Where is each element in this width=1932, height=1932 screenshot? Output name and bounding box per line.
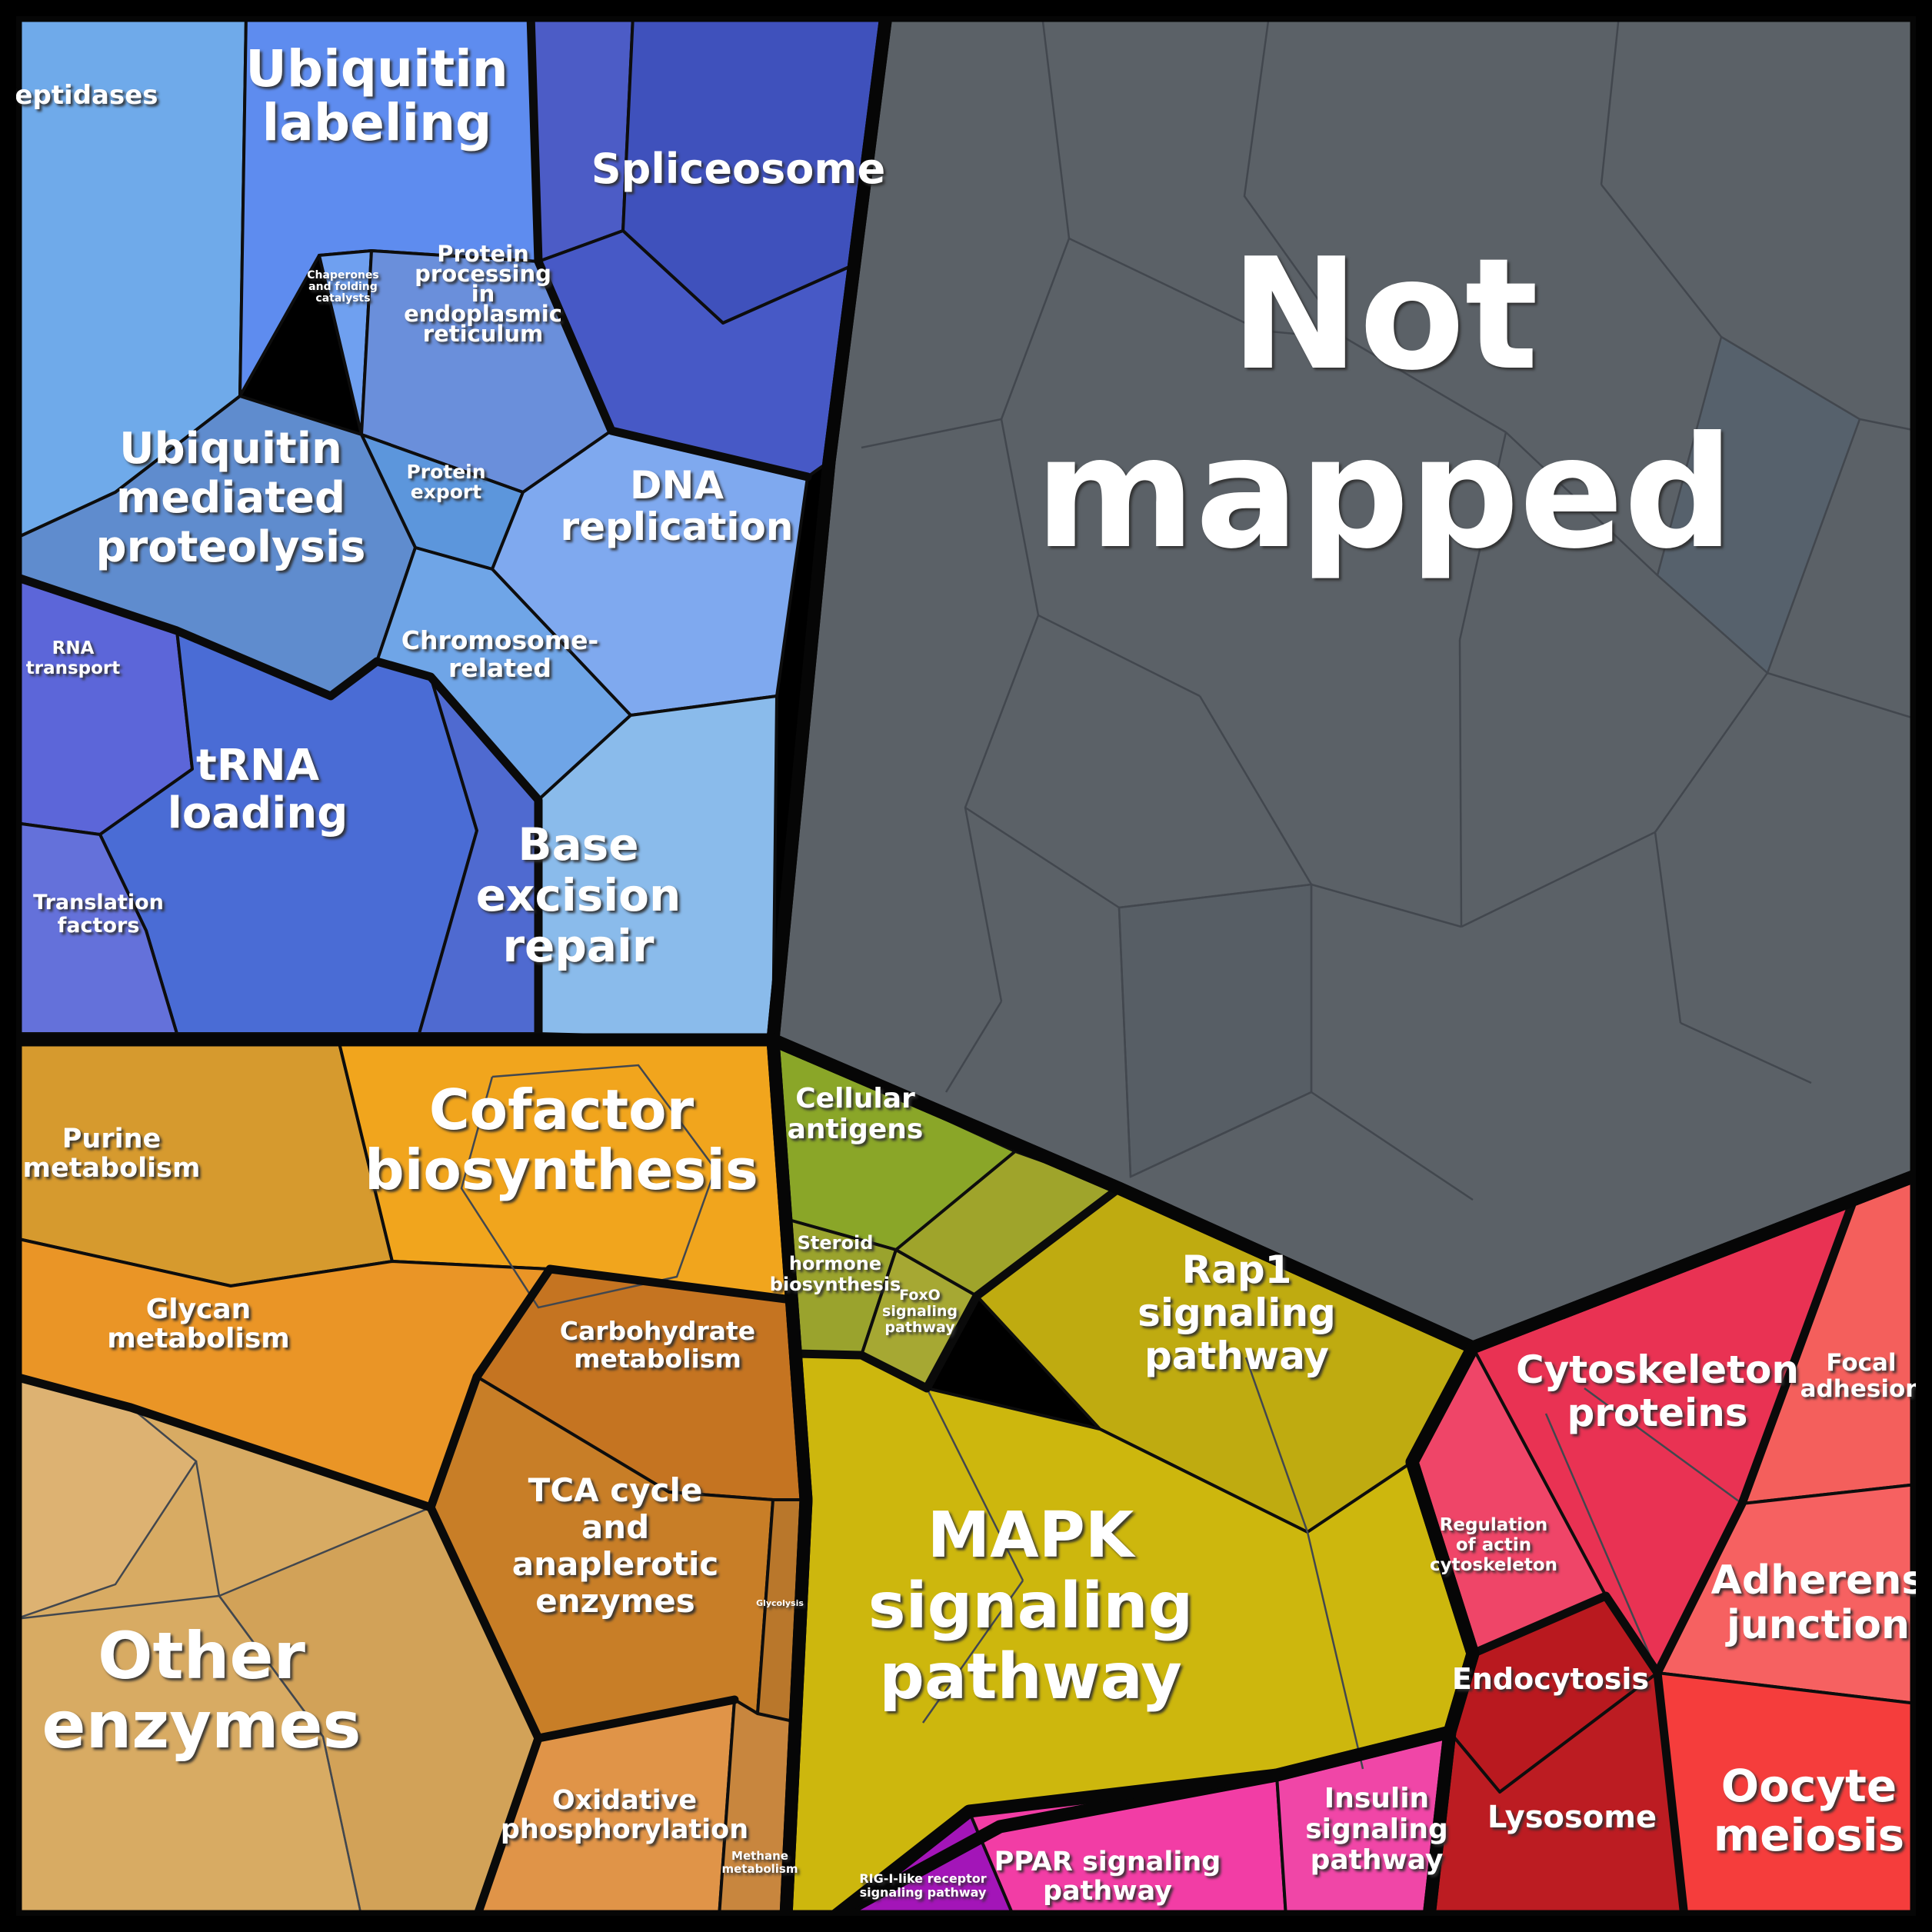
other-enzymes-label: Other enzymes: [42, 1618, 361, 1763]
chromosome-related-label: Chromosome-related: [401, 625, 599, 683]
not-mapped-subcell-line-23: [1130, 1091, 1312, 1178]
not-mapped-subcell-line-13: [1461, 831, 1656, 928]
ubiquitin-labeling-label: Ubiquitin labeling: [245, 39, 508, 152]
not-mapped-subcell-line-18: [1458, 431, 1507, 641]
metabolism-subcell-line-3: [321, 1736, 363, 1917]
metabolism-subcell-line-2: [195, 1461, 221, 1597]
insulin-signaling-pathway-label: Insulin signaling pathway: [1305, 1783, 1448, 1876]
glycolysis-label: Glycolysis: [756, 1598, 804, 1608]
purine-metabolism-label: Purine metabolism: [23, 1124, 201, 1184]
rap1-signaling-pathway-label: Rap1 signaling pathway: [1138, 1247, 1336, 1378]
protein-processing-in-endoplasmic-reticulum-label: Protein processing in endoplasmic reticulum: [404, 241, 562, 347]
cellular-processes-subcell-line-1: [1584, 1387, 1743, 1505]
not-mapped-subcell-line-1: [861, 418, 1002, 449]
not-mapped-subcell-line-17: [1311, 883, 1462, 928]
signaling-group-boundary-0: [791, 1184, 1124, 1393]
methane-metabolism-label: Methane metabolism: [722, 1849, 798, 1876]
cellular-antigens-label: Cellular antigens: [788, 1083, 924, 1145]
chaperones-and-folding-catalysts-label: Chaperones and folding catalysts: [307, 269, 379, 305]
not-mapped-subcell-line-2: [964, 418, 1040, 1002]
adherens-junction-label: Adherens junction: [1711, 1557, 1926, 1648]
steroid-hormone-biosynthesis-label: Steroid hormone biosynthesis: [770, 1232, 901, 1295]
subcell-lines-layer: [15, 15, 1917, 1917]
not-mapped-subcell-line-21: [1118, 883, 1312, 909]
shade-layer: [14, 335, 1861, 1918]
cell-spliceosome-neighbor-cell[interactable]: [529, 14, 635, 263]
not-mapped-subcell-line-15: [1038, 614, 1201, 698]
cellular-processes-group-boundary-1: [1468, 1591, 1689, 1921]
tca-cycle-and-anaplerotic-enzymes-label: TCA cycle and anaplerotic enzymes: [512, 1471, 718, 1620]
ppar-signaling-pathway-label: PPAR signaling pathway: [994, 1847, 1221, 1907]
ubiquitin-mediated-proteolysis-label: Ubiquitin mediated proteolysis: [96, 424, 366, 572]
not-mapped-subcell-line-20: [1680, 1021, 1812, 1084]
trna-loading-label: tRNA loading: [168, 741, 348, 838]
focal-adhesion-label: Focal adhesion: [1800, 1349, 1923, 1403]
cells-layer: [14, 14, 1918, 1918]
signaling-subcell-line-1: [925, 1387, 1024, 1581]
not-mapped-subcell-line-16: [1198, 695, 1313, 885]
not-mapped-subcell-line-8: [1601, 184, 1722, 338]
not-mapped-subcell-line-24: [1118, 907, 1132, 1178]
regulation-of-actin-cytoskeleton-label: Regulation of actin cytoskeleton: [1430, 1515, 1557, 1575]
not-mapped-subcell-line-26: [944, 1001, 1003, 1093]
mapk-signaling-pathway-label: MAPK signaling pathway: [868, 1499, 1194, 1714]
metabolism-group-boundary-2: [472, 1734, 543, 1921]
protein-export-label: Protein export: [406, 461, 485, 503]
metabolism-group-boundary-0: [11, 1264, 796, 1512]
signaling-subcell-line-0: [1306, 1531, 1364, 1770]
not-mapped-subcell-line-4: [1243, 15, 1347, 339]
cellular-processes-subcell-line-0: [1544, 1413, 1659, 1674]
not-mapped-subcell-line-5: [1261, 329, 1347, 340]
signaling-subcell-line-2: [921, 1580, 1024, 1724]
group-boundaries-layer: [11, 11, 1857, 1921]
signaling-subcell-line-3: [1244, 1357, 1309, 1533]
not-mapped-subcell-line-9: [1505, 431, 1658, 576]
not-mapped-subcell-line-6: [1345, 337, 1507, 434]
not-mapped-label: Not mapped: [1035, 225, 1734, 583]
rna-transport-label: RNA transport: [26, 638, 121, 678]
foxo-signaling-pathway-label: FoxO signaling pathway: [882, 1287, 958, 1336]
not-mapped-subcell-line-25: [1311, 1091, 1474, 1201]
metabolism-subcell-line-0: [460, 1064, 717, 1309]
not-mapped-subcell-line-3: [1068, 237, 1262, 332]
lysosome-label: Lysosome: [1487, 1800, 1657, 1835]
oocyte-meiosis-label: Oocyte meiosis: [1714, 1760, 1904, 1861]
dna-replication-label: DNA replication: [560, 463, 793, 549]
not-mapped-subcell-line-7: [1600, 15, 1621, 185]
endocytosis-label: Endocytosis: [1452, 1662, 1649, 1696]
protein-processing-group-boundary-1: [11, 572, 543, 1038]
protein-processing-group-boundary-0: [526, 11, 812, 481]
glycan-metabolism-label: Glycan metabolism: [107, 1294, 290, 1354]
carbohydrate-metabolism-label: Carbohydrate metabolism: [560, 1316, 755, 1374]
not-mapped-subcell-line-10: [1859, 418, 1917, 432]
translation-factors-label: Translation factors: [33, 891, 164, 938]
not-mapped-subcell-line-11: [1767, 671, 1917, 721]
cofactor-biosynthesis-label: Cofactor biosynthesis: [365, 1078, 758, 1202]
rig-i-like-receptor-signaling-pathway-label: RIG-I-like receptor signaling pathway: [859, 1871, 987, 1900]
labels-layer: Peptidases Ubiquitin labeling Chaperones and…: [0, 39, 1925, 1907]
spliceosome-label: Spliceosome: [591, 145, 885, 193]
peptidases-label: Peptidases: [0, 80, 158, 111]
cellular-processes-group-boundary-0: [1653, 1200, 1857, 1677]
oxidative-phosphorylation-label: Oxidative phosphorylation: [501, 1785, 748, 1845]
not-mapped-subcell-line-14: [964, 806, 1120, 909]
cytoskeleton-proteins-label: Cytoskeleton proteins: [1516, 1347, 1799, 1435]
base-excision-repair-label: Base excision repair: [476, 818, 681, 972]
not-mapped-subcell-line-19: [1458, 639, 1463, 928]
